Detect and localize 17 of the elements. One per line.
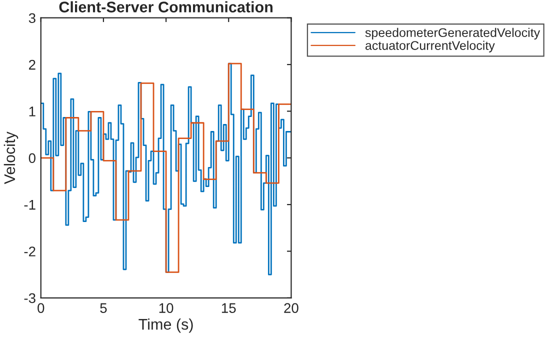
y-tick-label: 0 [28, 153, 36, 164]
legend-label: speedometerGeneratedVelocity [365, 28, 540, 40]
y-axis-title: Velocity [4, 132, 18, 184]
chart-title: Client-Server Communication [59, 1, 272, 12]
y-tick-label: -2 [24, 246, 36, 256]
y-tick-label: 2 [28, 60, 36, 70]
y-tick-label: 1 [29, 106, 36, 116]
x-axis-title: Time (s) [138, 318, 193, 333]
legend-label: actuatorCurrentVelocity [365, 40, 495, 52]
y-tick-label: -1 [24, 200, 36, 210]
y-tick-label: 3 [28, 13, 36, 24]
x-tick-label: 0 [38, 303, 44, 313]
x-tick-label: 20 [284, 303, 298, 313]
y-tick-label: -3 [24, 293, 36, 304]
x-tick-label: 15 [222, 303, 236, 313]
x-tick-label: 5 [100, 303, 107, 313]
x-tick-label: 10 [159, 303, 174, 313]
